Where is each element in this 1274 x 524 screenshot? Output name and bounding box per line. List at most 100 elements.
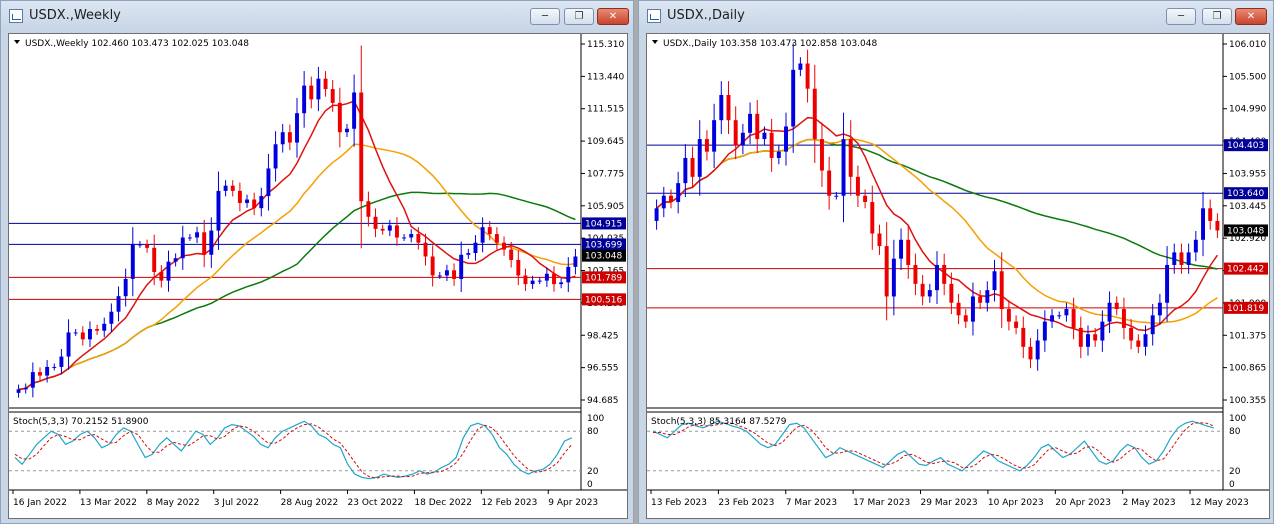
collapse-arrow-icon (14, 40, 20, 44)
restore-button[interactable]: ❐ (1202, 8, 1232, 25)
candle-body (180, 237, 185, 259)
daily-chart-area[interactable]: 106.010105.500104.990104.480103.955103.4… (646, 33, 1270, 519)
candle-body (95, 328, 100, 331)
candle-body (963, 315, 968, 322)
ma-mid-line (18, 143, 576, 391)
candle-body (1107, 302, 1112, 322)
candle-body (130, 244, 135, 279)
weekly-chart-area[interactable]: 115.310 113.440 111.515 109.645 107.775 105.9… (8, 33, 628, 519)
candle-body (352, 92, 357, 129)
candle-body (166, 261, 171, 281)
candle-body (712, 120, 717, 152)
candle-body (668, 195, 673, 203)
candle-body (704, 139, 709, 152)
candle-body (1165, 264, 1170, 303)
candle-body (891, 258, 896, 297)
candle-body (661, 195, 666, 209)
candle-body (409, 234, 414, 238)
date-tick-label: 9 Apr 2023 (548, 498, 598, 508)
minimize-button[interactable]: ─ (530, 8, 560, 25)
candle-body (812, 88, 817, 140)
price-tick-label: 111.515 (587, 105, 624, 115)
candle-body (1006, 309, 1011, 322)
candle-body (287, 132, 292, 143)
candle-body (1179, 252, 1184, 265)
candle-body (992, 271, 997, 291)
stoch-tick-label: 80 (587, 427, 599, 437)
candle-body (978, 296, 983, 303)
price-tag-box (582, 249, 626, 262)
candle-body (690, 157, 695, 177)
candle-body (216, 190, 221, 231)
date-tick-label: 8 May 2022 (147, 498, 200, 508)
date-tick-label: 16 Jan 2022 (13, 498, 67, 508)
ma-slow-line (18, 191, 576, 391)
candle-body (1035, 340, 1040, 360)
candle-body (523, 275, 528, 285)
candle-body (920, 283, 925, 297)
weekly-chart-svg[interactable]: 115.310 113.440 111.515 109.645 107.775 105.9… (9, 34, 627, 518)
price-tick-label: 107.775 (587, 169, 624, 179)
candle-body (209, 230, 214, 255)
chart-window-icon (647, 9, 661, 23)
close-button[interactable]: ✕ (597, 8, 629, 25)
candle-body (755, 113, 760, 140)
candle-body (762, 132, 767, 140)
price-tick-label: 109.645 (587, 137, 624, 147)
price-tag-label: 104.403 (1227, 141, 1264, 151)
weekly-titlebar[interactable]: USDX.,Weekly ─ ❐ ✕ (1, 1, 633, 33)
candle-body (402, 237, 407, 239)
chart-info-label: USDX.,Daily 103.358 103.473 102.858 103.… (663, 39, 877, 49)
candle-body (1201, 208, 1206, 240)
daily-chart-svg[interactable]: 106.010105.500104.990104.480103.955103.4… (647, 34, 1269, 518)
candle-body (266, 168, 271, 197)
candle-body (59, 356, 64, 367)
daily-titlebar[interactable]: USDX.,Daily ─ ❐ ✕ (639, 1, 1273, 33)
price-tag-label: 103.699 (585, 240, 622, 250)
candle-body (38, 372, 42, 376)
candle-body (1078, 327, 1083, 347)
date-tick-label: 12 May 2023 (1190, 498, 1249, 508)
price-tag-label: 103.048 (1227, 226, 1264, 236)
price-tick-label: 98.425 (587, 331, 619, 341)
date-tick-label: 17 Mar 2023 (853, 498, 910, 508)
candle-body (23, 387, 28, 390)
date-tick-label: 28 Aug 2022 (281, 498, 339, 508)
candle-body (537, 280, 542, 282)
stoch-tick-label: 20 (1229, 467, 1241, 477)
candle-body (683, 157, 688, 184)
candle-body (309, 85, 314, 100)
stoch-label: Stoch(5,3,3) 70.2152 51.8900 (13, 417, 149, 427)
candle-body (697, 139, 702, 177)
candle-body (827, 170, 832, 196)
candle-body (970, 296, 975, 322)
candle-body (1136, 340, 1141, 347)
candle-body (1042, 321, 1047, 341)
candle-body (302, 85, 307, 114)
price-tick-label: 103.445 (1229, 202, 1266, 212)
ma-slow-line (656, 138, 1218, 270)
minimize-button[interactable]: ─ (1166, 8, 1196, 25)
candle-body (676, 183, 681, 203)
restore-button[interactable]: ❐ (564, 8, 594, 25)
candle-body (366, 201, 371, 217)
candle-body (337, 102, 342, 133)
candle-body (1057, 315, 1062, 317)
date-tick-label: 7 Mar 2023 (786, 498, 837, 508)
candle-body (1215, 220, 1220, 231)
weekly-chart-window[interactable]: USDX.,Weekly ─ ❐ ✕ 115.310 113.440 111.515… (0, 0, 634, 524)
candle-body (1208, 208, 1213, 221)
date-tick-label: 2 May 2023 (1123, 498, 1176, 508)
daily-chart-window[interactable]: USDX.,Daily ─ ❐ ✕ 106.010 105.500 104.990 1… (638, 0, 1274, 524)
candle-body (423, 242, 428, 257)
candle-body (956, 302, 961, 316)
price-tick-label: 101.375 (1229, 331, 1266, 341)
price-tick-label: 100.355 (1229, 396, 1266, 406)
candle-body (202, 232, 207, 255)
candle-body (805, 63, 810, 89)
candle-body (733, 120, 738, 146)
candle-body (1064, 309, 1069, 316)
close-button[interactable]: ✕ (1235, 8, 1267, 25)
date-tick-label: 18 Dec 2022 (414, 498, 472, 508)
candle-body (1050, 315, 1055, 322)
